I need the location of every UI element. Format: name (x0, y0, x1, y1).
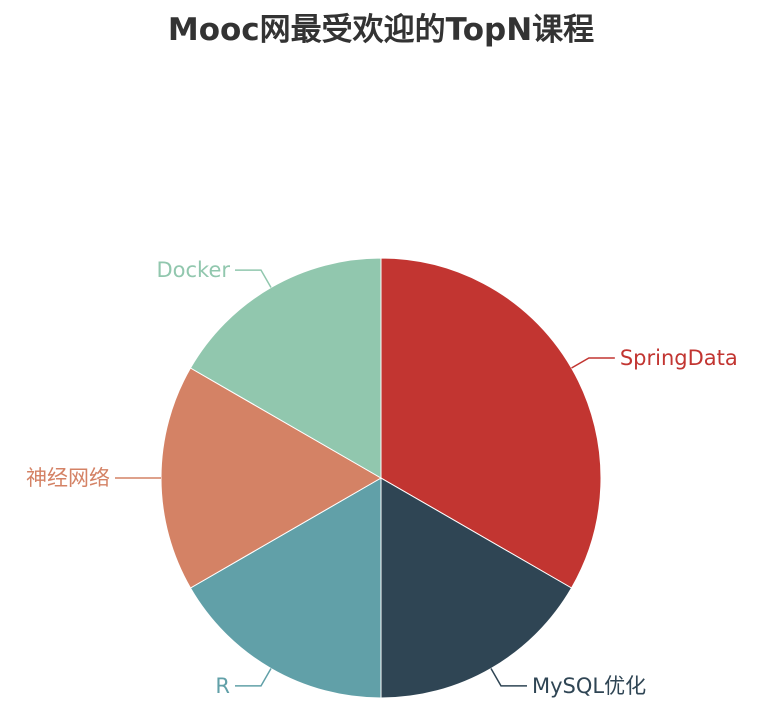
label-line (491, 669, 527, 686)
label-line (235, 270, 271, 287)
slice-label: Docker (156, 258, 230, 282)
label-line (235, 669, 271, 686)
slice-label: MySQL优化 (532, 674, 646, 698)
label-line (572, 358, 615, 368)
slice-label: SpringData (620, 346, 738, 370)
slice-label: R (215, 674, 230, 698)
slice-label: 神经网络 (26, 466, 110, 490)
